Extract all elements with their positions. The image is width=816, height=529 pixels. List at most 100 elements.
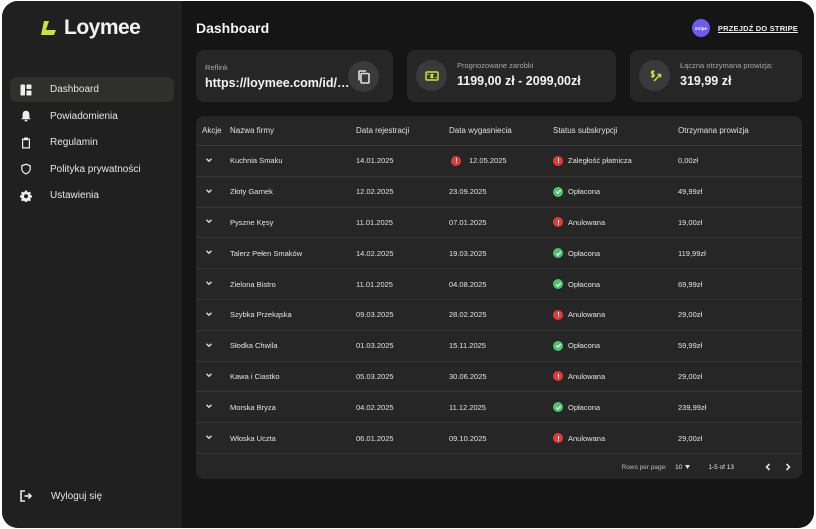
forecast-card: Prognozowane zarobki 1199,00 zł - 2099,0… [407,50,616,102]
column-header-company[interactable]: Nazwa firmy [230,126,275,135]
registration-date: 11.01.2025 [356,217,393,227]
commission-label: Łączna otrzymana prowizja: [680,61,773,70]
stats-cards: Reflink https://loymee.com/id/123456 Pro… [196,50,802,102]
expiry-date: 04.08.2025 [449,279,487,289]
reflink-value[interactable]: https://loymee.com/id/123456 [205,76,350,90]
dashboard-icon [20,84,32,96]
commission-amount: 29,00zł [678,433,703,443]
table-row[interactable]: Zielona Bistro 11.01.2025 04.08.2025 Opłaco… [196,269,802,300]
chevron-right-icon [785,463,791,471]
chevron-down-icon[interactable] [204,186,214,196]
stripe-link-label: PRZEJDŹ DO STRIPE [717,23,798,33]
table-header: Akcje Nazwa firmy Data rejestracji Data … [196,116,802,146]
commission-amount: 119,99zł [678,248,706,258]
sidebar-item-dashboard[interactable]: Dashboard [10,77,174,102]
chevron-down-icon[interactable] [204,340,214,350]
status-badge: Opłacona [568,187,601,197]
expand-row-cell [196,155,230,167]
logout-button[interactable]: Wyloguj się [20,490,102,502]
warning-icon [451,155,461,166]
chevron-down-icon[interactable] [204,247,214,257]
company-name: Pyszne Kęsy [230,217,274,227]
column-header-registration[interactable]: Data rejestracji [356,126,410,135]
status-badge: Opłacona [568,402,601,412]
table-row[interactable]: Kawa i Ciastko 05.03.2025 30.06.2025 Anulow… [196,362,802,393]
forecast-value: 1199,00 zł - 2099,00zł [457,74,581,88]
sidebar-item-terms[interactable]: Regulamin [10,130,174,155]
logout-icon [20,490,32,502]
sidebar-item-privacy[interactable]: Polityka prywatności [10,157,174,182]
expand-row-cell [196,278,230,290]
table-row[interactable]: Słodka Chwila 01.03.2025 15.11.2025 Opłacon… [196,331,802,362]
copy-reflink-button[interactable] [348,61,379,92]
sidebar-nav: Dashboard Powiadomienia Regulamin Polity… [10,77,174,210]
chevron-down-icon[interactable] [204,432,214,442]
logo-mark-icon [41,21,56,35]
rows-per-page-select[interactable]: 10 [675,463,691,471]
main-content: Dashboard stripe PRZEJDŹ DO STRIPE Refli… [182,1,814,528]
expiry-date: 09.10.2025 [449,433,487,443]
brand-name: Loymee [64,16,141,39]
rows-per-page-label: Rows per page: [621,463,668,471]
expiry-date: 28.02.2025 [449,310,487,320]
chevron-down-icon[interactable] [204,370,214,380]
expiry-date-cell: 15.11.2025 [449,341,553,350]
status-badge: Opłacona [568,248,601,258]
registration-date: 05.03.2025 [356,371,394,381]
sidebar-item-notifications[interactable]: Powiadomienia [10,104,174,129]
expiry-date-cell: 30.06.2025 [449,372,553,381]
company-name: Włoska Uczta [230,433,276,443]
commission-amount: 29,00zł [678,310,703,320]
sidebar-item-settings[interactable]: Ustawienia [10,183,174,208]
reflink-card: Reflink https://loymee.com/id/123456 [196,50,393,102]
column-header-expiry[interactable]: Data wygasniecia [449,126,512,135]
table-row[interactable]: Talerz Pełen Smaków 14.02.2025 19.03.2025 O… [196,238,802,270]
chevron-down-icon[interactable] [204,309,214,319]
previous-page-button[interactable] [762,461,774,473]
commission-amount: 29,00zł [678,371,703,381]
expiry-date: 11.12.2025 [449,402,486,412]
next-page-button[interactable] [782,461,794,473]
commission-value: 319,99 zł [680,74,732,88]
table-row[interactable]: Złoty Garnek 12.02.2025 23.09.2025 Opłacona… [196,177,802,208]
table-pagination: Rows per page: 10 1-5 of 13 [196,455,802,479]
stripe-link[interactable]: stripe PRZEJDŹ DO STRIPE [691,19,798,37]
company-name: Złoty Garnek [230,187,273,197]
table-row[interactable]: Morska Bryza 04.02.2025 11.12.2025 Opłacona… [196,392,802,424]
table-row[interactable]: Pyszne Kęsy 11.01.2025 07.01.2025 Anulowana… [196,208,802,239]
logo: Loymee [40,16,141,40]
pagination-range: 1-5 of 13 [708,463,734,471]
registration-date: 06.01.2025 [356,433,394,443]
status-cell: Anulowana [553,371,678,382]
status-cell: Opłacona [553,402,678,413]
chevron-down-icon[interactable] [204,155,214,165]
expand-row-cell [196,186,230,198]
expiry-date-cell: 07.01.2025 [449,218,553,227]
expand-row-cell [196,340,230,352]
expiry-date-cell: 28.02.2025 [449,310,553,319]
company-name: Morska Bryza [230,402,276,412]
table-body: Kuchnia Smaku 14.01.2025 12.05.2025 Zaległo… [196,146,802,454]
status-cell: Anulowana [553,309,678,320]
sidebar-item-label: Polityka prywatności [50,163,141,175]
companies-table: Akcje Nazwa firmy Data rejestracji Data … [196,116,802,479]
status-cell: Zaległość płatnicza [553,155,678,166]
chevron-down-icon[interactable] [204,401,214,411]
column-header-actions[interactable]: Akcje [202,126,222,135]
chevron-down-icon[interactable] [204,216,214,226]
column-header-commission[interactable]: Otrzymana prowizja [678,126,749,135]
page-title: Dashboard [196,20,270,36]
sidebar-item-label: Regulamin [50,137,98,148]
table-row[interactable]: Kuchnia Smaku 14.01.2025 12.05.2025 Zaległo… [196,146,802,177]
rows-per-page-value: 10 [675,463,683,471]
commission-amount: 239,99zł [678,402,707,412]
company-name: Zielona Bistro [230,279,276,289]
caret-down-icon [685,465,691,469]
table-row[interactable]: Włoska Uczta 06.01.2025 09.10.2025 Anulowan… [196,423,802,454]
chevron-down-icon[interactable] [204,278,214,288]
status-cell: Opłacona [553,186,678,197]
column-header-status[interactable]: Status subskrypcji [553,126,618,135]
status-cell: Opłacona [553,248,678,259]
copy-icon [357,69,370,84]
table-row[interactable]: Szybka Przekąska 09.03.2025 28.02.2025 Anul… [196,300,802,331]
